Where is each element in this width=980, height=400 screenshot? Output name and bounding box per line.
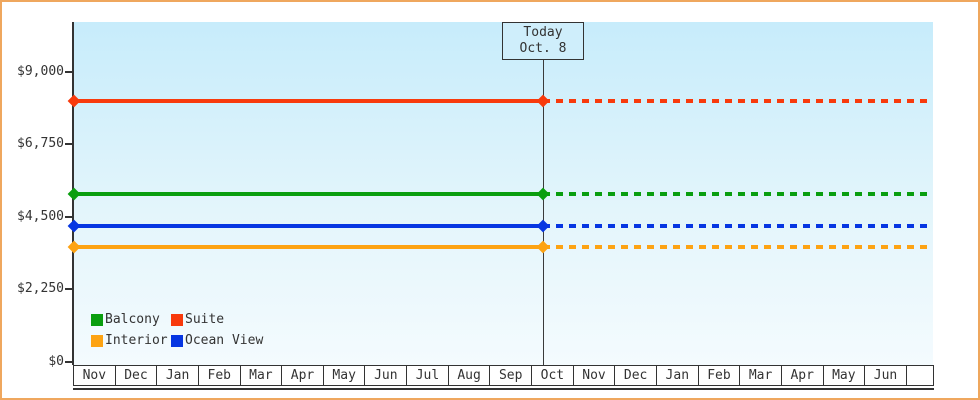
y-tick-label: $0 [48,353,64,369]
legend-item-balcony: Balcony [91,312,171,327]
legend-label-balcony: Balcony [105,312,160,327]
series-projection-balcony [543,192,933,197]
month-cell-empty [907,366,933,385]
month-cell: May [324,366,366,385]
today-date: Oct. 8 [519,41,567,56]
today-vertical-line [543,60,544,365]
month-cell: Dec [615,366,657,385]
series-line-interior [74,245,543,250]
y-tick-mark [65,360,73,363]
y-tick-mark [65,143,73,145]
month-cell: Feb [699,366,741,385]
x-axis-underline [73,388,934,390]
month-cell: Jan [657,366,699,385]
month-cell: Mar [241,366,283,385]
month-cell: Apr [782,366,824,385]
legend-label-suite: Suite [185,312,225,327]
month-cell: Mar [740,366,782,385]
month-cell: May [824,366,866,385]
legend-swatch-ocean-view [171,334,183,347]
series-projection-interior [543,245,933,250]
y-tick-label: $9,000 [17,63,64,79]
month-cell: Jul [407,366,449,385]
today-box: Today Oct. 8 [502,22,584,60]
y-tick-label: $4,500 [17,208,64,224]
month-cell: Feb [199,366,241,385]
y-tick-mark [65,288,73,290]
legend-swatch-interior [91,334,103,347]
month-cell: Jun [365,366,408,385]
month-cell: Dec [116,366,158,385]
x-axis-month-row: Nov Dec Jan Feb Mar Apr May Jun Jul Aug Sep Oct Nov D… [73,365,934,386]
month-cell: Apr [282,366,324,385]
month-cell: Jun [865,366,907,385]
legend-swatch-balcony [91,313,103,326]
legend-item-suite: Suite [171,312,263,327]
legend-label-interior: Interior [105,333,168,348]
month-cell: Oct [532,366,574,385]
legend-item-ocean-view: Ocean View [171,333,264,348]
month-cell: Aug [449,366,491,385]
y-tick-mark [65,215,73,218]
series-line-balcony [74,192,543,197]
today-label: Today [523,25,563,40]
month-cell: Nov [574,366,616,385]
series-line-ocean-view [74,224,543,229]
legend-label-ocean-view: Ocean View [185,333,264,348]
series-projection-ocean-view [543,224,933,229]
y-tick-label: $6,750 [17,136,64,151]
month-cell: Sep [490,366,533,385]
y-tick-mark [65,70,73,73]
legend: Balcony Suite Interior Ocean View [91,312,264,348]
y-tick-label: $2,250 [17,281,64,296]
month-cell: Jan [157,366,199,385]
series-projection-suite [543,99,933,104]
month-cell: Nov [74,366,116,385]
legend-swatch-suite [171,313,183,326]
legend-item-interior: Interior [91,333,171,348]
series-line-suite [74,99,543,104]
